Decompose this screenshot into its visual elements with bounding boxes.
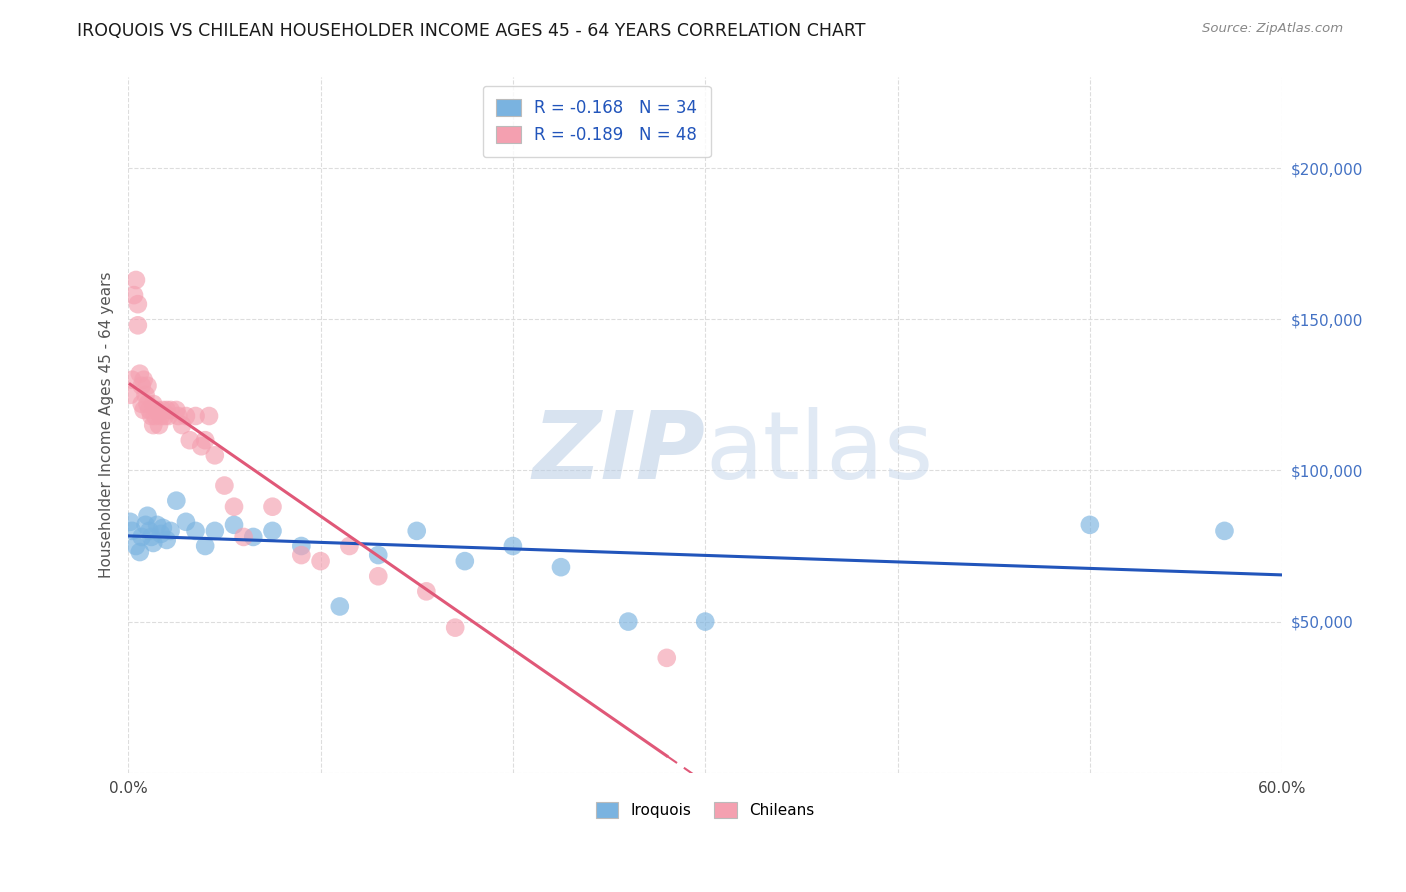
Point <box>190 439 212 453</box>
Point <box>122 288 145 302</box>
Point <box>131 378 153 392</box>
Point <box>131 397 153 411</box>
Point <box>132 403 155 417</box>
Point <box>146 403 169 417</box>
Point <box>262 500 284 514</box>
Point <box>194 539 217 553</box>
Point <box>184 409 207 423</box>
Point <box>128 545 150 559</box>
Text: IROQUOIS VS CHILEAN HOUSEHOLDER INCOME AGES 45 - 64 YEARS CORRELATION CHART: IROQUOIS VS CHILEAN HOUSEHOLDER INCOME A… <box>77 22 866 40</box>
Point <box>329 599 352 614</box>
Point <box>655 651 678 665</box>
Point <box>242 530 264 544</box>
Point <box>135 388 157 402</box>
Point <box>222 517 245 532</box>
Point <box>153 409 176 423</box>
Point <box>125 273 148 287</box>
Point <box>367 548 389 562</box>
Point <box>179 434 201 448</box>
Point <box>204 524 226 538</box>
Point <box>128 367 150 381</box>
Point <box>143 409 166 423</box>
Point <box>415 584 437 599</box>
Point <box>157 409 180 423</box>
Point <box>1078 517 1101 532</box>
Point <box>232 530 254 544</box>
Point <box>184 524 207 538</box>
Point <box>405 524 427 538</box>
Point <box>135 517 157 532</box>
Point <box>121 524 143 538</box>
Point <box>262 524 284 538</box>
Point <box>156 533 179 547</box>
Point <box>142 397 165 411</box>
Point <box>309 554 332 568</box>
Point <box>136 508 159 523</box>
Point <box>194 434 217 448</box>
Point <box>120 388 142 402</box>
Point <box>165 493 187 508</box>
Point <box>198 409 221 423</box>
Point <box>121 373 143 387</box>
Point <box>120 515 142 529</box>
Point <box>617 615 640 629</box>
Text: ZIP: ZIP <box>533 407 706 499</box>
Point <box>159 524 181 538</box>
Point <box>290 548 312 562</box>
Point <box>222 500 245 514</box>
Point <box>172 418 194 433</box>
Point <box>159 403 181 417</box>
Point <box>142 536 165 550</box>
Point <box>167 409 190 423</box>
Point <box>127 297 149 311</box>
Point <box>290 539 312 553</box>
Point <box>141 530 163 544</box>
Point <box>339 539 361 553</box>
Point <box>367 569 389 583</box>
Point <box>165 403 187 417</box>
Point <box>141 409 163 423</box>
Y-axis label: Householder Income Ages 45 - 64 years: Householder Income Ages 45 - 64 years <box>100 272 114 578</box>
Point <box>214 478 236 492</box>
Point <box>454 554 477 568</box>
Point <box>131 530 153 544</box>
Point <box>550 560 572 574</box>
Point <box>138 524 160 538</box>
Point <box>127 318 149 333</box>
Point <box>148 418 170 433</box>
Point <box>152 403 174 417</box>
Point <box>138 403 160 417</box>
Point <box>136 378 159 392</box>
Point <box>149 527 172 541</box>
Point <box>156 403 179 417</box>
Point <box>174 409 197 423</box>
Point <box>502 539 524 553</box>
Point <box>146 517 169 532</box>
Point <box>152 521 174 535</box>
Point <box>136 397 159 411</box>
Point <box>174 515 197 529</box>
Point <box>1213 524 1236 538</box>
Point <box>695 615 717 629</box>
Text: atlas: atlas <box>706 407 934 499</box>
Text: Source: ZipAtlas.com: Source: ZipAtlas.com <box>1202 22 1343 36</box>
Legend: Iroquois, Chileans: Iroquois, Chileans <box>589 796 821 824</box>
Point <box>444 621 467 635</box>
Point <box>204 448 226 462</box>
Point <box>125 539 148 553</box>
Point <box>149 409 172 423</box>
Point <box>132 373 155 387</box>
Point <box>142 418 165 433</box>
